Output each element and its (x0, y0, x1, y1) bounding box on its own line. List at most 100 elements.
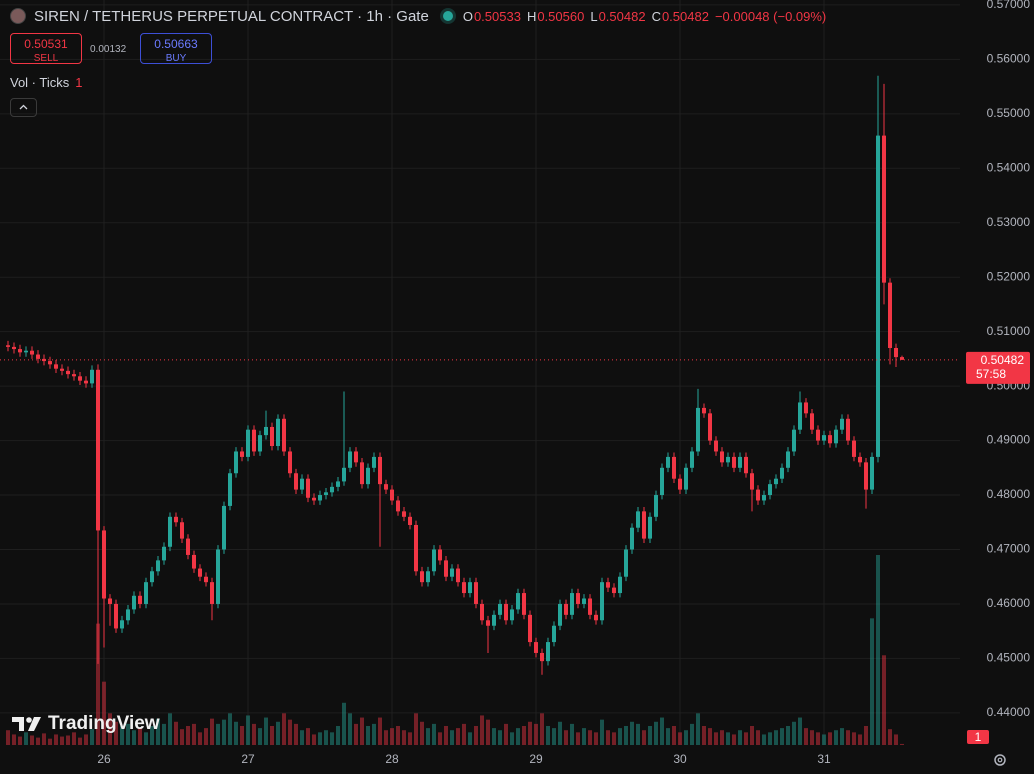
legend-item: O0.50533 (463, 9, 521, 24)
candle-body (480, 603, 484, 621)
candle-body (318, 495, 322, 501)
volume-bar (660, 717, 664, 745)
volume-bar (480, 715, 484, 745)
candle-body (30, 350, 34, 355)
candle-body (192, 554, 196, 569)
volume-bar (432, 723, 436, 745)
volume-bar (672, 726, 676, 745)
collapse-button[interactable] (10, 98, 37, 117)
candle-body (558, 603, 562, 626)
candle-body (444, 560, 448, 577)
volume-bar (192, 723, 196, 745)
volume-bar (216, 723, 220, 745)
candle-body (78, 376, 82, 381)
last-price-tag (966, 351, 1030, 384)
candle-body (264, 426, 268, 436)
candle-body (174, 516, 178, 523)
legend-value: 0.50560 (537, 8, 585, 24)
candle-body (708, 413, 712, 441)
candle-body (18, 349, 22, 353)
volume-bar (594, 732, 598, 745)
y-tick-label: 0.45000 (987, 651, 1031, 665)
last-price-label: 0.50482 (981, 353, 1025, 367)
symbol-icon (10, 8, 26, 24)
volume-bar (654, 721, 658, 745)
sell-button[interactable]: 0.50531 SELL (10, 33, 82, 64)
candle-body (408, 516, 412, 525)
candle-body (378, 456, 382, 485)
volume-bar (396, 726, 400, 745)
volume-bar (438, 732, 442, 745)
volume-bar (870, 618, 874, 745)
volume-bar (516, 728, 520, 745)
volume-bar (108, 713, 112, 745)
volume-bar (300, 730, 304, 745)
candle-body (60, 368, 64, 371)
candle-body (258, 435, 262, 452)
candle-body (822, 435, 826, 441)
volume-bar (276, 721, 280, 745)
buy-button[interactable]: 0.50663 BUY (140, 33, 212, 64)
y-tick-label: 0.49000 (987, 433, 1031, 447)
settings-icon[interactable] (994, 754, 1006, 766)
candle-body (228, 473, 232, 506)
volume-bar (162, 723, 166, 745)
candle-body (876, 135, 880, 457)
settings-gear[interactable] (994, 754, 1006, 766)
settings-gear-center[interactable] (997, 757, 1003, 763)
candle-body (534, 642, 538, 653)
candle-body (360, 462, 364, 485)
volume-bar (888, 729, 892, 745)
volume-bar (666, 728, 670, 745)
candle-body (846, 418, 850, 441)
candle-body (348, 451, 352, 468)
volume-bar (636, 723, 640, 745)
candle-body (750, 473, 754, 490)
volume-bar (318, 732, 322, 745)
logo-text: TradingView (48, 713, 160, 734)
candle-body (684, 467, 688, 490)
volume-bar (756, 730, 760, 745)
logo: TradingView (12, 713, 160, 735)
candle-body (612, 587, 616, 594)
candle-body (12, 346, 16, 350)
candle-body (516, 593, 520, 610)
volume-bar (708, 728, 712, 745)
candle-body (810, 413, 814, 430)
candle-body (804, 402, 808, 414)
candle-body (252, 429, 256, 452)
legend-item: L0.50482 (590, 9, 645, 24)
candle-body (762, 495, 766, 501)
volume-bar (690, 723, 694, 745)
legend-key: C (651, 8, 661, 24)
y-tick-label: 0.56000 (987, 52, 1031, 66)
candle-body (342, 467, 346, 482)
candle-body (870, 456, 874, 490)
candle-body (618, 576, 622, 594)
candle-body (642, 511, 646, 539)
volume-bar (252, 723, 256, 745)
candle-body (840, 418, 844, 430)
logo-dot (26, 717, 32, 723)
candle-body (54, 364, 58, 369)
chevron-path (19, 104, 28, 110)
volume-bar (54, 734, 58, 745)
volume-bar (234, 721, 238, 745)
candle-body (138, 595, 142, 604)
y-tick-label: 0.46000 (987, 596, 1031, 610)
volume-bar (624, 726, 628, 745)
volume-bar (750, 726, 754, 745)
volume-bar (786, 726, 790, 745)
candle-body (756, 489, 760, 501)
x-tick-label: 31 (817, 752, 831, 766)
y-tick-label: 0.44000 (987, 705, 1031, 719)
volume-bar (414, 713, 418, 745)
volume-bar (222, 719, 226, 745)
market-status (442, 11, 453, 21)
volume-bar (426, 728, 430, 745)
volume-bar (876, 555, 880, 745)
candle-body (90, 369, 94, 384)
candle-body (510, 609, 514, 621)
